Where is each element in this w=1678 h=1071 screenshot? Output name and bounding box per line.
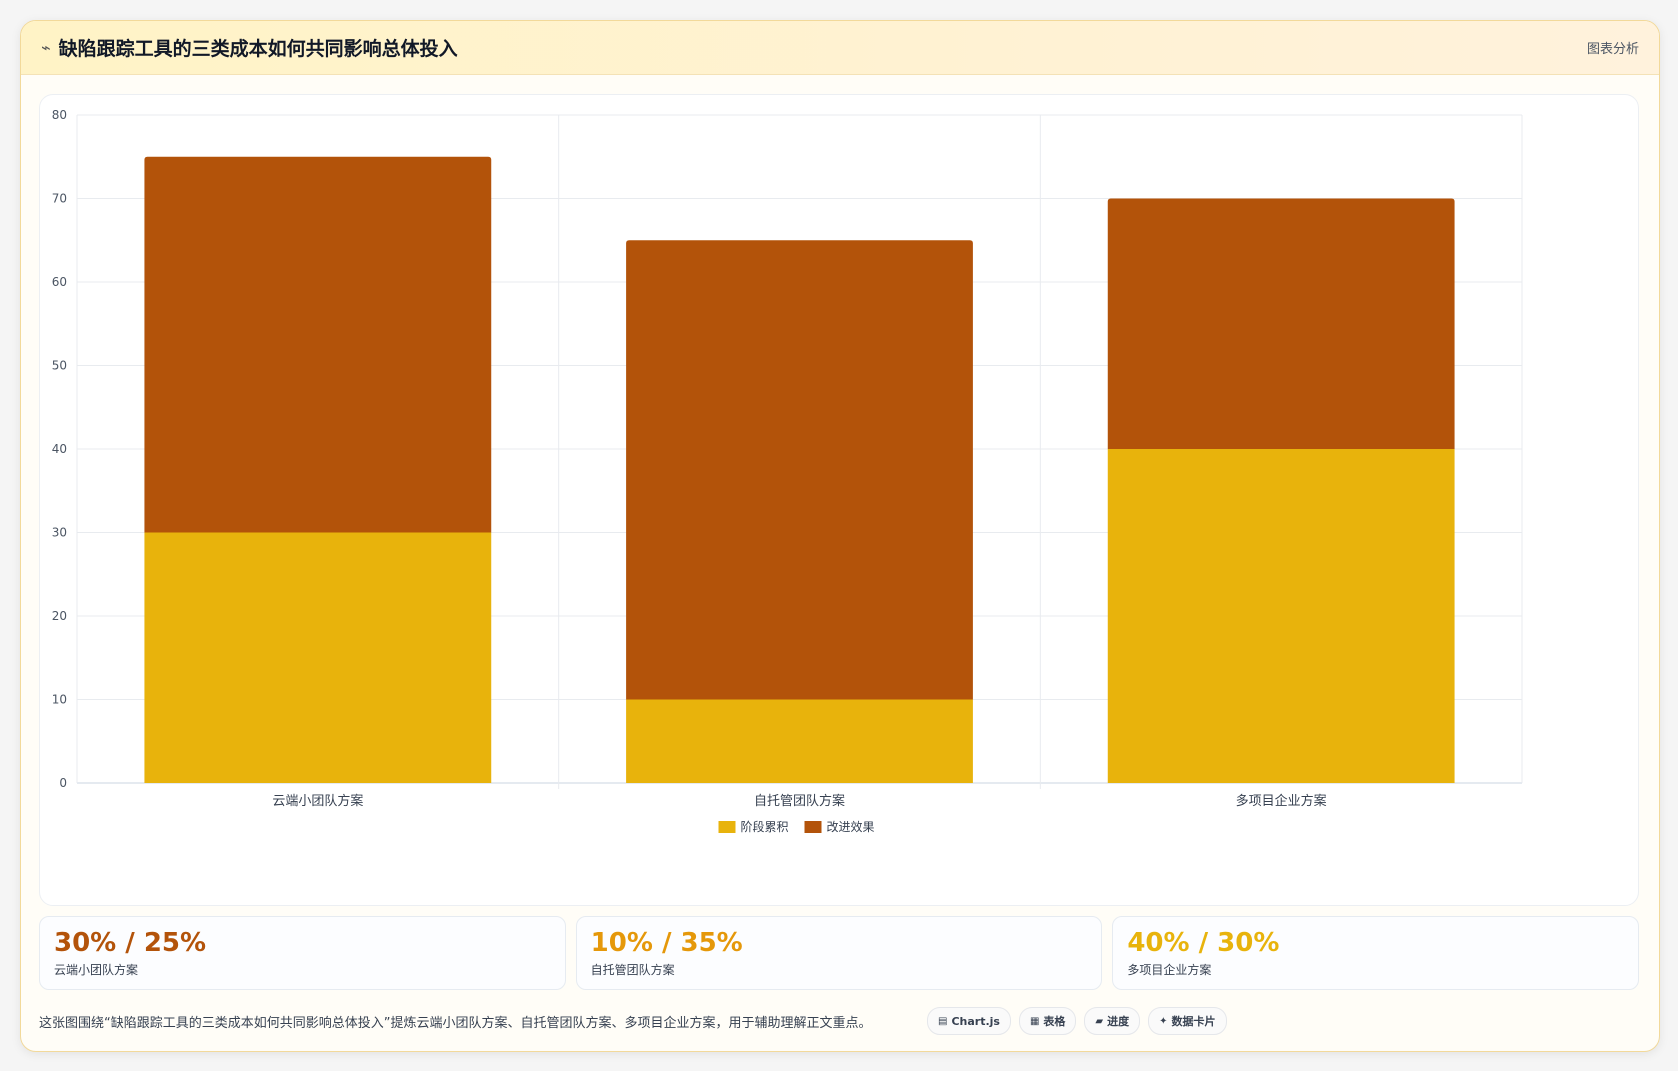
bar-2-3 (1107, 198, 1455, 449)
stat-value-3: 40% / 30% (1127, 928, 1280, 958)
stat-card-1: 30% / 25% 云端小团队方案 (39, 916, 566, 990)
progress-icon: ▰ (1095, 1015, 1104, 1027)
chip-data-cards[interactable]: ✦ 数据卡片 (1148, 1007, 1227, 1035)
y-tick-label: 40 (52, 442, 67, 456)
stat-label-2: 自托管团队方案 (590, 963, 675, 977)
stat-card-2: 10% / 35% 自托管团队方案 (575, 916, 1103, 990)
legend-label: 改进效果 (827, 819, 875, 834)
legend-swatch (718, 821, 736, 833)
y-tick-label: 50 (52, 359, 67, 373)
y-tick-label: 0 (59, 776, 67, 790)
chip-label: 进度 (1107, 1015, 1130, 1028)
stat-value-2: 10% / 35% (590, 928, 743, 958)
x-tick-label: 多项目企业方案 (1236, 793, 1327, 809)
y-tick-label: 60 (52, 275, 67, 289)
card-header: ⌁ 缺陷跟踪工具的三类成本如何共同影响总体投入 图表分析 (21, 21, 1659, 75)
chip-progress[interactable]: ▰ 进度 (1084, 1007, 1141, 1035)
y-tick-label: 30 (52, 526, 67, 540)
chart-line-icon: ⌁ (41, 38, 51, 57)
stat-label-3: 多项目企业方案 (1127, 963, 1212, 977)
x-tick-label: 自托管团队方案 (754, 793, 845, 809)
chip-label: Chart.js (951, 1014, 1000, 1028)
legend-swatch (804, 821, 822, 833)
chart-panel: 0 10 20 30 40 50 60 70 80 云端小团队方案 自托管团队方案 多项目企业方案阶段… (39, 94, 1639, 906)
y-tick-label: 80 (52, 108, 67, 122)
chart-title: 缺陷跟踪工具的三类成本如何共同影响总体投入 (58, 38, 458, 60)
chart-card: ⌁ 缺陷跟踪工具的三类成本如何共同影响总体投入 图表分析 0 10 20 30 40 50… (20, 20, 1660, 1052)
legend-label: 阶段累积 (741, 819, 789, 834)
bar-1-1 (144, 532, 492, 783)
chip-label: 数据卡片 (1171, 1015, 1216, 1028)
stat-label-1: 云端小团队方案 (54, 963, 139, 977)
chip-label: 表格 (1043, 1015, 1066, 1028)
sparkle-icon: ✦ (1159, 1015, 1168, 1027)
chart-description: 这张图围绕“缺陷跟踪工具的三类成本如何共同影响总体投入”提炼云端小团队方案、自托… (39, 1015, 872, 1031)
bar-2-2 (626, 240, 973, 700)
chip-chartjs[interactable]: ▤ Chart.js (927, 1007, 1011, 1035)
stat-card-3: 40% / 30% 多项目企业方案 (1112, 916, 1640, 990)
y-tick-label: 20 (52, 609, 67, 623)
chip-table[interactable]: ▦ 表格 (1018, 1007, 1077, 1035)
y-tick-label: 70 (52, 192, 67, 206)
chart-icon: ▤ (938, 1015, 948, 1027)
table-icon: ▦ (1029, 1015, 1040, 1027)
stat-cards: 30% / 25% 云端小团队方案 10% / 35% 自托管团队方案 40% … (39, 916, 1640, 990)
stacked-bar-chart: 0 10 20 30 40 50 60 70 80 云端小团队方案 自托管团队方案 多项目企业方案阶段… (52, 108, 1523, 834)
bar-1-3 (1107, 449, 1455, 783)
tag-chips: ▤ Chart.js ▦ 表格 ▰ 进度 ✦ 数据卡片 (927, 1007, 1227, 1035)
y-tick-label: 10 (52, 693, 67, 707)
bar-1-2 (626, 699, 973, 783)
chart-analysis-badge: 图表分析 (1586, 42, 1639, 57)
x-tick-label: 云端小团队方案 (272, 793, 363, 809)
card-footer: 这张图围绕“缺陷跟踪工具的三类成本如何共同影响总体投入”提炼云端小团队方案、自托… (39, 1001, 1639, 1041)
stat-value-1: 30% / 25% (54, 928, 207, 958)
bar-2-1 (144, 156, 492, 533)
